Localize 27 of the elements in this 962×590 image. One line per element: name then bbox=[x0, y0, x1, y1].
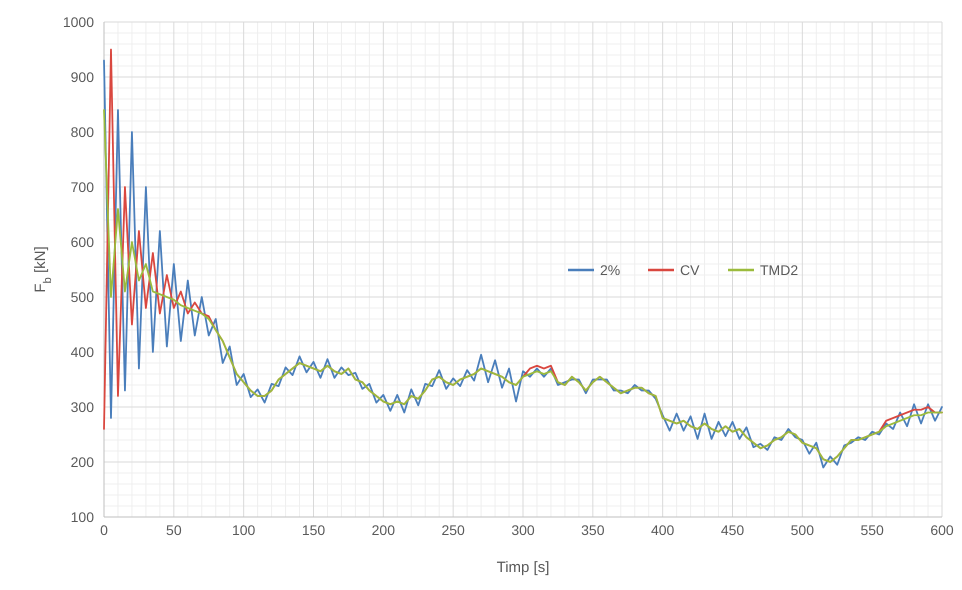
legend-label: 2% bbox=[600, 262, 620, 278]
y-tick-label: 600 bbox=[70, 234, 94, 250]
x-tick-label: 400 bbox=[650, 522, 675, 538]
x-tick-label: 150 bbox=[302, 522, 326, 538]
x-tick-label: 0 bbox=[100, 522, 108, 538]
y-tick-label: 900 bbox=[70, 69, 94, 85]
x-tick-label: 600 bbox=[930, 522, 954, 538]
x-tick-label: 550 bbox=[860, 522, 884, 538]
x-tick-label: 450 bbox=[720, 522, 744, 538]
y-tick-label: 400 bbox=[70, 344, 94, 360]
x-axis-title: Timp [s] bbox=[496, 559, 550, 576]
x-tick-label: 250 bbox=[441, 522, 466, 538]
y-tick-label: 1000 bbox=[62, 14, 94, 30]
x-tick-label: 350 bbox=[581, 522, 605, 538]
y-tick-label: 700 bbox=[70, 179, 94, 195]
x-tick-label: 500 bbox=[790, 522, 814, 538]
y-tick-label: 800 bbox=[70, 124, 94, 140]
x-tick-label: 200 bbox=[372, 522, 396, 538]
legend-label: TMD2 bbox=[760, 262, 798, 278]
legend-label: CV bbox=[680, 262, 700, 278]
x-tick-label: 100 bbox=[232, 522, 256, 538]
x-tick-label: 50 bbox=[166, 522, 182, 538]
y-tick-label: 500 bbox=[70, 289, 94, 305]
y-tick-label: 300 bbox=[70, 399, 94, 415]
x-tick-label: 300 bbox=[511, 522, 535, 538]
y-tick-label: 100 bbox=[70, 509, 94, 525]
y-tick-label: 200 bbox=[70, 454, 94, 470]
